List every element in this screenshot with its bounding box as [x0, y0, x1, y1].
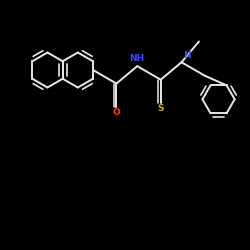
Text: S: S: [158, 104, 164, 114]
Text: NH: NH: [130, 54, 145, 63]
Text: O: O: [112, 108, 120, 117]
Text: N: N: [184, 51, 191, 60]
